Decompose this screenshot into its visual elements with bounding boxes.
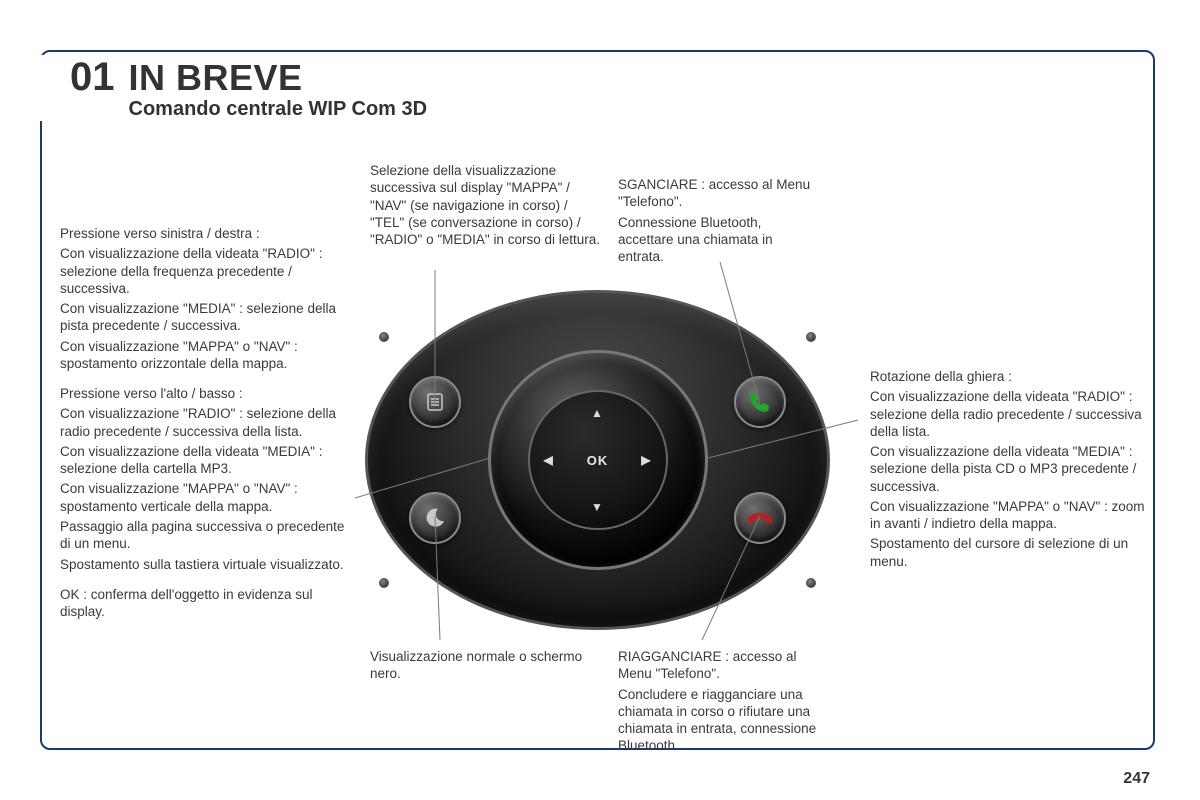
- phone-hangup-icon: [745, 503, 775, 533]
- callout-text: Con visualizzazione "MAPPA" o "NAV" : zo…: [870, 498, 1145, 533]
- callout-text: Visualizzazione normale o schermo nero.: [370, 648, 590, 683]
- callout-text: Con visualizzazione della videata "RADIO…: [60, 245, 350, 297]
- callout-text: Connessione Bluetooth, accettare una chi…: [618, 214, 818, 266]
- chevron-right-icon: ▶: [641, 453, 651, 467]
- callout-text: Concludere e riagganciare una chiamata i…: [618, 686, 828, 755]
- callout-text: RIAGGANCIARE : accesso al Menu "Telefono…: [618, 648, 828, 683]
- phone-pickup-button: [734, 376, 786, 428]
- callout-text: Con visualizzazione della videata "RADIO…: [870, 388, 1145, 440]
- callout-text: Con visualizzazione "MAPPA" o "NAV" : sp…: [60, 338, 350, 373]
- chevron-up-icon: ▲: [591, 406, 604, 420]
- rotary-dial: ▲ ▼ ◀ ▶ OK: [488, 350, 708, 570]
- callout-text: Con visualizzazione "MEDIA" : selezione …: [60, 300, 350, 335]
- callout-text: Passaggio alla pagina successiva o prece…: [60, 518, 350, 553]
- callout-top-right: SGANCIARE : accesso al Menu "Telefono".C…: [618, 176, 818, 268]
- dpad-ok: ▲ ▼ ◀ ▶ OK: [528, 390, 668, 530]
- callout-right: Rotazione della ghiera : Con visualizzazi…: [870, 368, 1145, 573]
- page-subtitle: Comando centrale WIP Com 3D: [129, 98, 428, 121]
- callout-text: Con visualizzazione della videata "MEDIA…: [870, 443, 1145, 495]
- callout-text: Pressione verso l'alto / basso :: [60, 385, 350, 402]
- central-control: ▲ ▼ ◀ ▶ OK: [365, 290, 830, 630]
- page-title: IN BREVE: [129, 60, 428, 96]
- chevron-left-icon: ◀: [544, 453, 554, 467]
- screw-icon: [806, 332, 816, 342]
- chevron-down-icon: ▼: [591, 500, 604, 514]
- screw-icon: [379, 578, 389, 588]
- callout-text: Con visualizzazione "RADIO" : selezione …: [60, 405, 350, 440]
- callout-text: Selezione della visualizzazione successi…: [370, 162, 600, 248]
- callout-text: Con visualizzazione "MAPPA" o "NAV" : sp…: [60, 480, 350, 515]
- callout-left: Pressione verso sinistra / destra : Con v…: [60, 225, 350, 623]
- list-icon: [423, 390, 447, 414]
- screw-icon: [806, 578, 816, 588]
- callout-text: Pressione verso sinistra / destra :: [60, 225, 350, 242]
- section-number: 01: [40, 55, 115, 100]
- callout-top-mid: Selezione della visualizzazione successi…: [370, 162, 600, 251]
- callout-bottom-right: RIAGGANCIARE : accesso al Menu "Telefono…: [618, 648, 828, 758]
- callout-text: OK : conferma dell'oggetto in evidenza s…: [60, 586, 350, 621]
- callout-text: Spostamento sulla tastiera virtuale visu…: [60, 556, 350, 573]
- callout-text: Rotazione della ghiera :: [870, 368, 1145, 385]
- night-mode-button: [409, 492, 461, 544]
- callout-bottom-mid: Visualizzazione normale o schermo nero.: [370, 648, 590, 686]
- page-number: 247: [1123, 770, 1150, 788]
- phone-pickup-icon: [747, 389, 773, 415]
- callout-text: Con visualizzazione della videata "MEDIA…: [60, 443, 350, 478]
- callout-text: Spostamento del cursore di selezione di …: [870, 535, 1145, 570]
- phone-hangup-button: [734, 492, 786, 544]
- screw-icon: [379, 332, 389, 342]
- ok-label: OK: [587, 453, 609, 468]
- header-tab: 01 IN BREVE Comando centrale WIP Com 3D: [40, 55, 437, 121]
- callout-text: SGANCIARE : accesso al Menu "Telefono".: [618, 176, 818, 211]
- moon-icon: [423, 506, 447, 530]
- list-button: [409, 376, 461, 428]
